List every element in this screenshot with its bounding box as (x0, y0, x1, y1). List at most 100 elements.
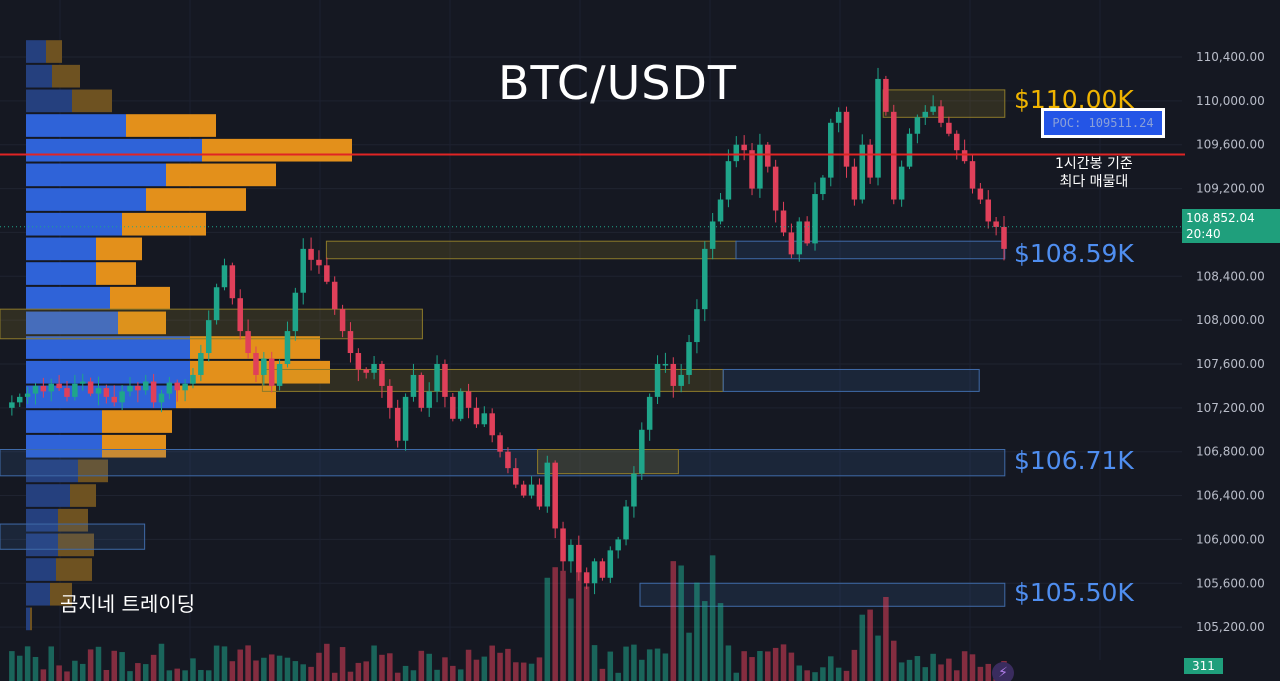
volume-bar (142, 664, 149, 681)
vp-buy-bar (26, 89, 72, 113)
poc-label: POC: 109511.24 (1041, 108, 1165, 138)
volume-bar (347, 671, 354, 681)
volume-bar (442, 657, 448, 681)
volume-bar (87, 649, 94, 681)
candle-body (394, 407, 401, 441)
volume-bar (190, 658, 196, 681)
volume-bar (198, 669, 204, 681)
candle-body (142, 381, 149, 391)
volume-bar (95, 646, 102, 681)
volume-bar (24, 646, 31, 681)
volume-bar (205, 670, 212, 681)
candle-body (1001, 226, 1007, 249)
volume-bar (450, 665, 456, 681)
y-tick-label: 106,800.00 (1196, 445, 1265, 459)
volume-bar (772, 647, 779, 681)
volume-bar (583, 586, 590, 681)
volume-bar (717, 603, 724, 681)
candle-body (741, 144, 747, 151)
volume-bar (906, 659, 913, 681)
candle-body (891, 111, 897, 200)
candle-body (568, 544, 574, 562)
candle-body (930, 106, 936, 112)
candle-body (875, 78, 881, 178)
volume-bar (261, 657, 267, 681)
supply-zone (882, 89, 1006, 118)
watermark: 곰지네 트레이딩 (60, 592, 196, 616)
candle-body (725, 161, 732, 200)
candle-body (993, 221, 999, 227)
volume-bar (481, 656, 488, 681)
demand-zone (722, 368, 980, 392)
candle-body (158, 393, 165, 403)
volume-bar (796, 665, 803, 681)
level-label-106k: $106.71K (1014, 445, 1134, 475)
candle-body (9, 402, 15, 408)
candle-body (513, 468, 519, 485)
vp-buy-bar (26, 64, 52, 88)
demand-zone (639, 582, 1006, 607)
candle-body (205, 320, 212, 354)
y-tick-label: 105,600.00 (1196, 576, 1265, 590)
level-label-108k: $108.59K (1014, 239, 1134, 269)
current-price-time: 20:40 (1186, 227, 1221, 241)
volume-bar (678, 565, 684, 681)
candle-body (135, 385, 141, 391)
volume-bar (56, 665, 62, 681)
vp-sell-bar (46, 40, 62, 63)
candle-body (536, 484, 543, 507)
candle-body (709, 221, 716, 249)
candle-body (757, 144, 763, 189)
volume-bar (946, 658, 952, 681)
vp-sell-bar (126, 114, 216, 137)
candle-body (229, 265, 236, 299)
volume-bar (686, 632, 692, 681)
candle-body (615, 539, 621, 551)
candle-body (623, 506, 629, 540)
volume-bar (379, 654, 385, 681)
candle-body (465, 391, 472, 408)
candle-body (410, 374, 417, 397)
volume-bar (465, 649, 472, 681)
volume-bar (938, 664, 944, 681)
vp-sell-bar (58, 533, 94, 557)
candle-body (969, 161, 976, 189)
vp-buy-bar (26, 188, 146, 211)
volume-bar (300, 664, 306, 681)
volume-bar (560, 570, 566, 681)
volume-bar (725, 645, 732, 681)
candle-body (308, 248, 314, 260)
volume-bar (324, 643, 330, 681)
y-tick-label: 108,000.00 (1196, 313, 1265, 327)
lightning-icon[interactable]: ⚡ (992, 662, 1014, 681)
candle-body (702, 248, 708, 310)
volume-bar (284, 657, 291, 681)
y-tick-label: 110,400.00 (1196, 50, 1265, 64)
vp-sell-bar (78, 459, 108, 483)
vp-buy-bar (26, 336, 190, 359)
candle-body (79, 381, 86, 384)
volume-bar (387, 653, 393, 681)
vp-sell-bar (50, 582, 72, 606)
y-tick-label: 109,200.00 (1196, 182, 1265, 196)
volume-bar (961, 651, 968, 681)
vp-buy-bar (26, 40, 46, 63)
vp-sell-bar (58, 508, 88, 532)
volume-bar (702, 601, 708, 681)
volume-bar (339, 647, 346, 681)
vp-sell-bar (96, 237, 142, 261)
volume-bar (536, 657, 543, 681)
candle-body (40, 385, 47, 392)
volume-bar (174, 668, 180, 681)
candle-body (418, 374, 425, 408)
volume-bar (780, 644, 787, 681)
volume-bar (489, 645, 495, 681)
volume-bar (828, 656, 834, 681)
candle-body (182, 383, 188, 391)
volume-bar (245, 645, 251, 681)
volume-bar (804, 670, 810, 681)
candle-body (560, 528, 566, 562)
volume-bar (316, 652, 322, 681)
vp-sell-bar (202, 138, 352, 162)
